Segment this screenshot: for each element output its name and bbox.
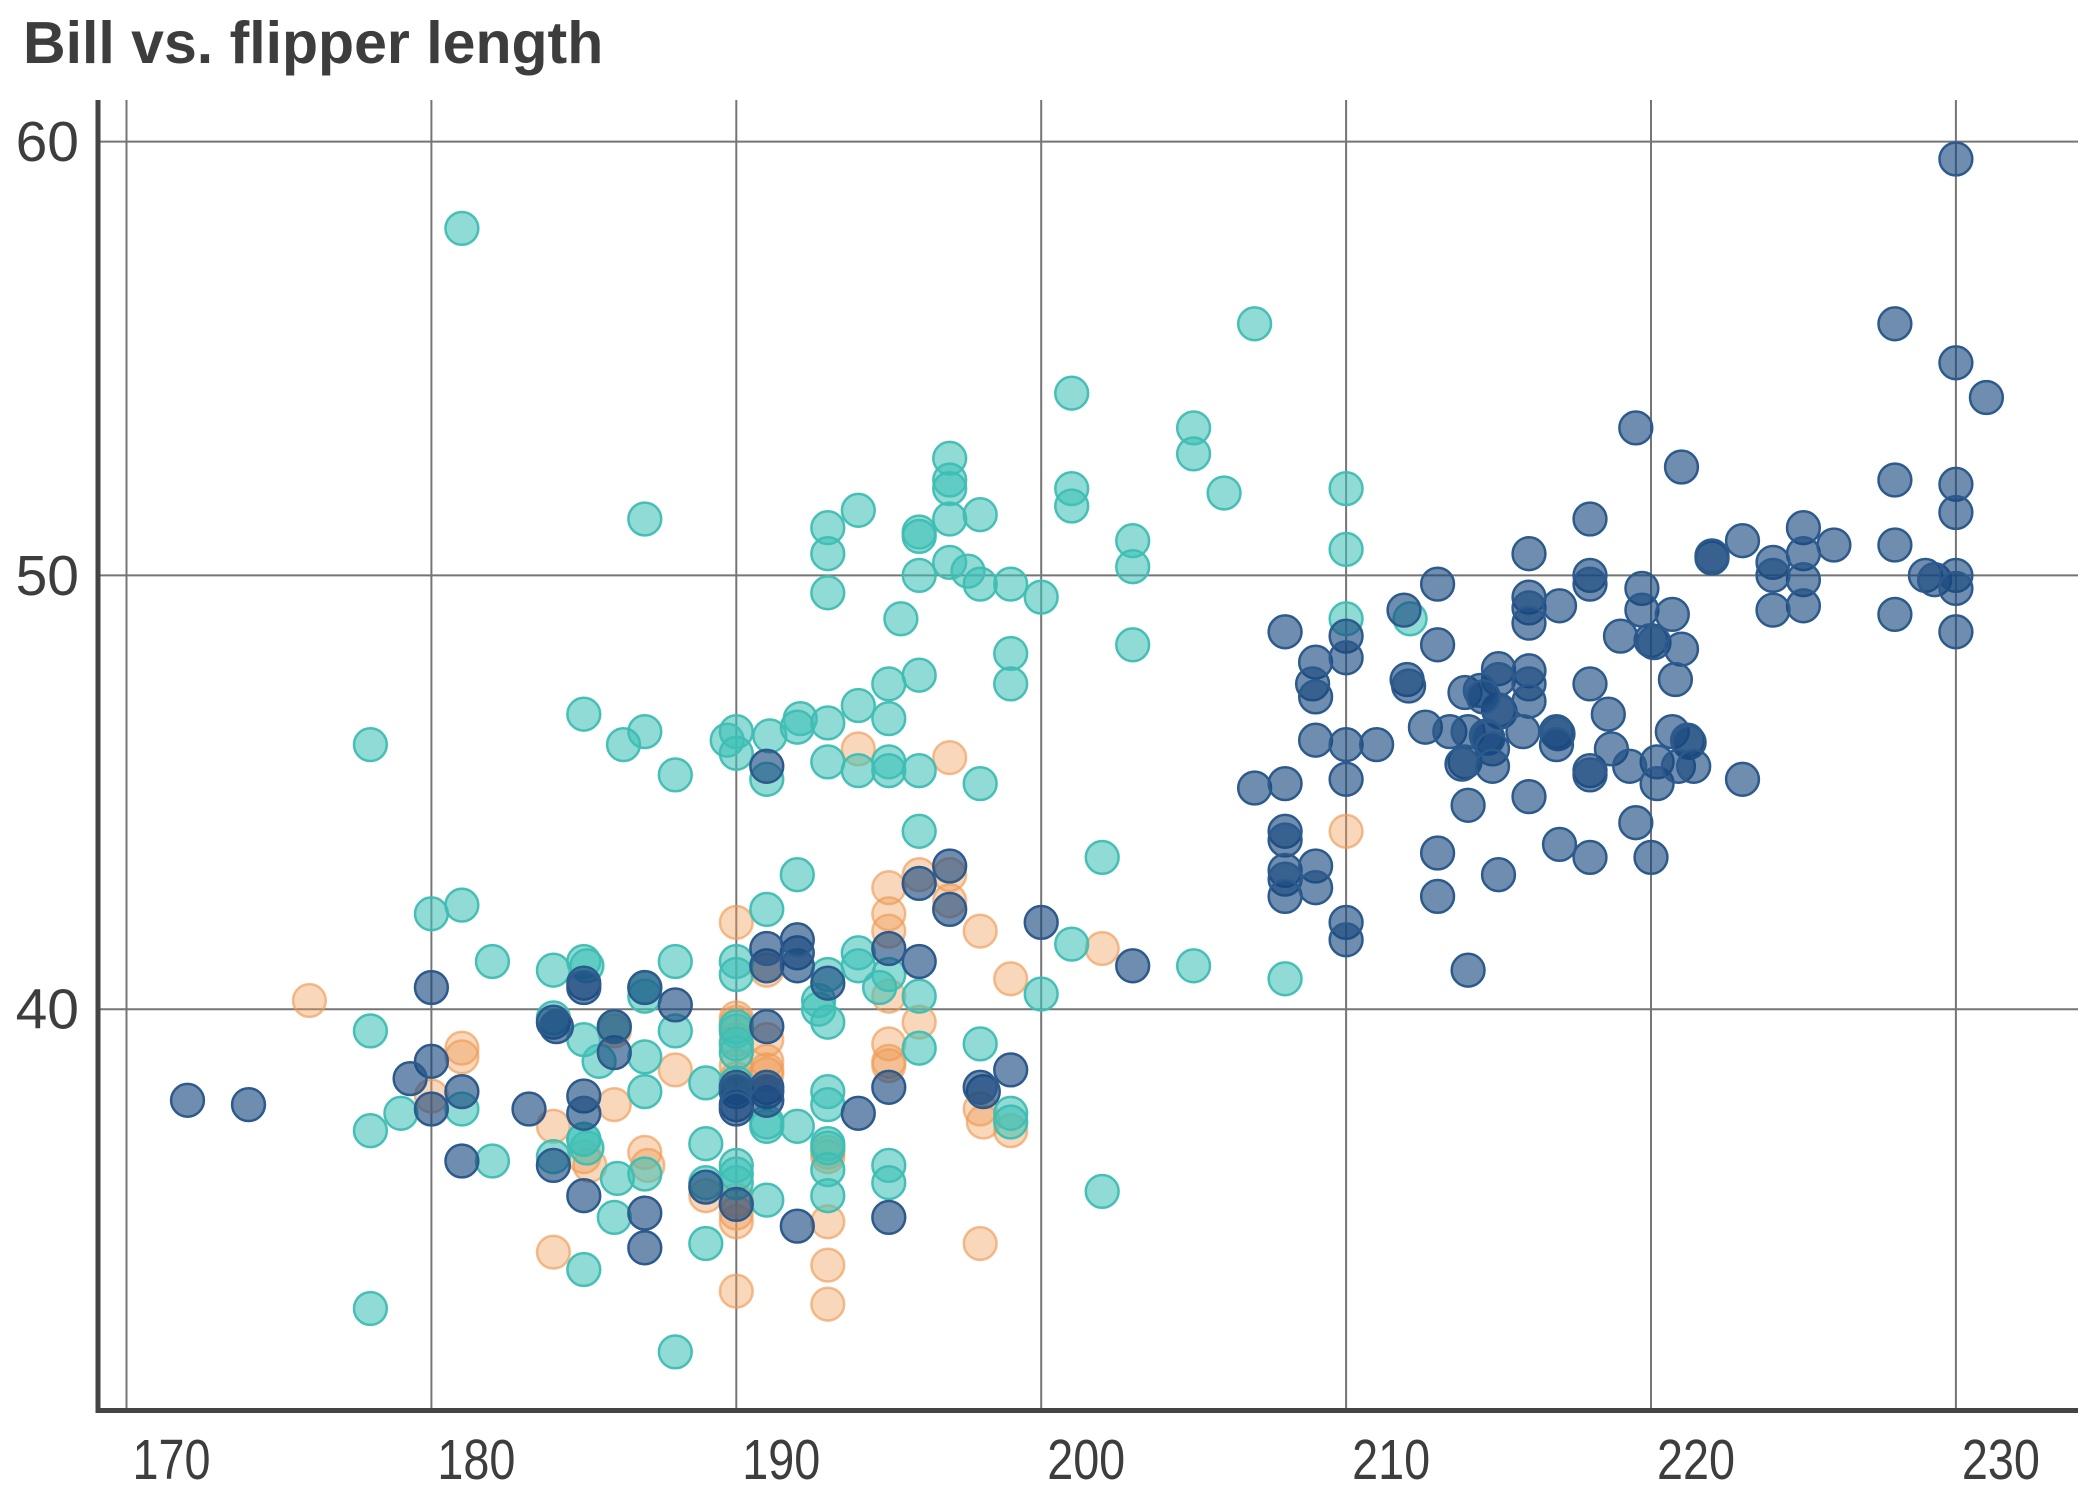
svg-text:220: 220 (1657, 1428, 1735, 1492)
svg-text:60: 60 (16, 110, 79, 174)
svg-text:180: 180 (437, 1428, 515, 1492)
svg-text:40: 40 (16, 978, 79, 1042)
svg-text:170: 170 (133, 1428, 211, 1492)
svg-text:Bill vs. flipper length: Bill vs. flipper length (23, 10, 603, 76)
svg-text:190: 190 (742, 1428, 820, 1492)
svg-text:210: 210 (1352, 1428, 1430, 1492)
svg-text:200: 200 (1047, 1428, 1125, 1492)
svg-text:230: 230 (1962, 1428, 2040, 1492)
svg-text:50: 50 (16, 544, 79, 608)
